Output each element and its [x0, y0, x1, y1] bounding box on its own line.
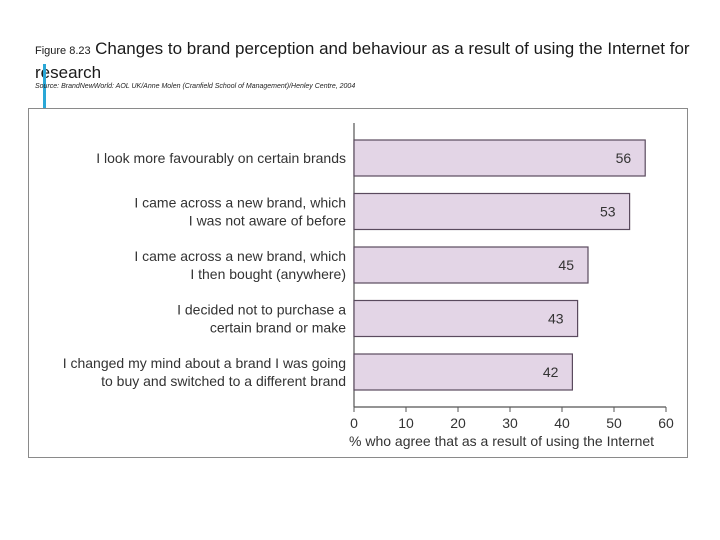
category-label: I changed my mind about a brand I was go…: [63, 355, 346, 371]
accent-bar: [43, 64, 46, 114]
category-label: I then bought (anywhere): [190, 266, 346, 282]
bar: [353, 139, 646, 177]
category-label: I decided not to purchase a: [177, 302, 346, 318]
figure-label: Figure 8.23: [35, 45, 91, 57]
category-label: I came across a new brand, which: [134, 248, 346, 264]
category-label: I look more favourably on certain brands: [96, 150, 346, 166]
figure-title: Changes to brand perception and behaviou…: [35, 39, 690, 82]
chart-frame: 0 10 20 30 40 50 60% who agree that as a resul…: [28, 108, 688, 458]
x-tick-label: 0: [350, 415, 358, 431]
bar: [353, 192, 631, 231]
figure-source: Source: BrandNewWorld: AOL UK/Anne Molen…: [35, 83, 356, 90]
x-tick-label: 10: [398, 415, 414, 431]
bar-value-label: 43: [548, 311, 564, 327]
category-label: I came across a new brand, which: [134, 195, 346, 211]
x-tick-label: 20: [450, 415, 466, 431]
bar: [353, 353, 573, 391]
x-axis-title: % who agree that as a result of using th…: [349, 433, 654, 449]
bar-value-label: 45: [558, 257, 574, 273]
figure-title-block: Figure 8.23 Changes to brand perception …: [35, 38, 705, 84]
x-tick-label: 50: [606, 415, 622, 431]
x-tick-label: 30: [502, 415, 518, 431]
category-label: to buy and switched to a different brand: [101, 373, 346, 389]
bar-value-label: 53: [600, 204, 616, 220]
x-tick-label: 60: [658, 415, 674, 431]
bar-value-label: 56: [616, 150, 632, 166]
category-label: certain brand or make: [210, 320, 346, 336]
bar-value-label: 42: [543, 364, 559, 380]
category-label: I was not aware of before: [189, 213, 346, 229]
x-tick-label: 40: [554, 415, 570, 431]
bar-chart: 0 10 20 30 40 50 60% who agree that as a resul…: [63, 123, 674, 449]
bar: [353, 299, 579, 338]
bar: [353, 246, 589, 284]
